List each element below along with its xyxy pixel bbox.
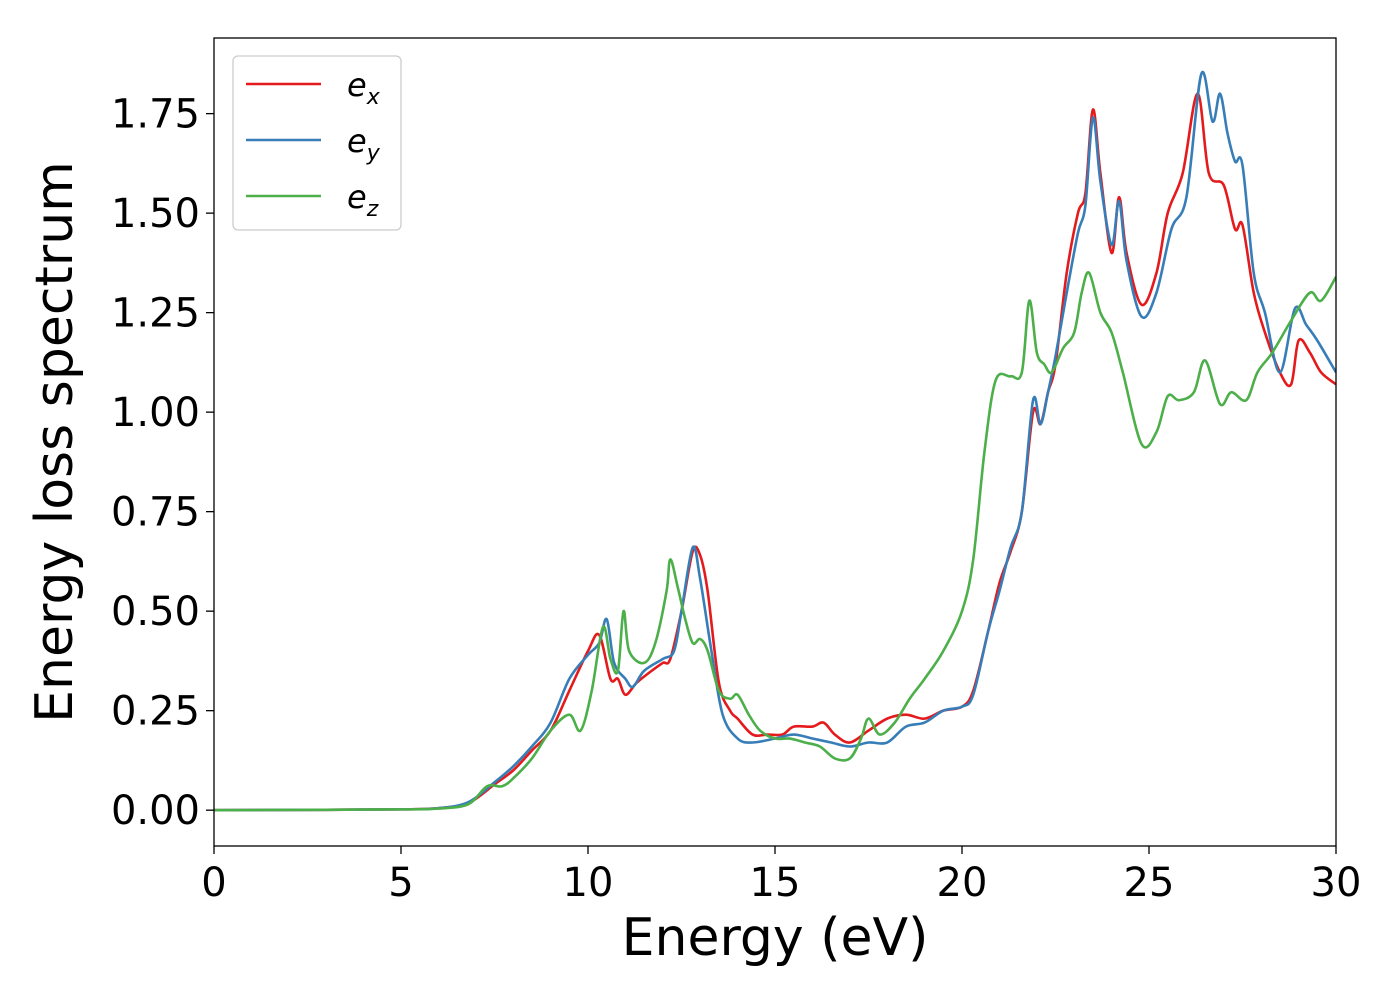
legend-label: ex [347,66,381,110]
x-tick-label: 15 [750,860,801,906]
x-tick-label: 25 [1124,860,1175,906]
x-tick-label: 5 [388,860,413,906]
x-axis: 0 5 10 15 20 25 30 [201,846,1361,906]
legend-label: ez [347,178,379,222]
x-tick-label: 0 [201,860,226,906]
series-line-x [214,92,1336,812]
y-tick-label: 1.00 [111,390,200,436]
y-tick-label: 1.25 [111,291,200,337]
y-axis-title: Energy loss spectrum [25,161,85,723]
legend-label: ey [347,122,381,166]
y-tick-label: 0.25 [111,689,200,735]
y-tick-label: 0.50 [111,589,200,635]
x-tick-label: 10 [563,860,614,906]
x-axis-title: Energy (eV) [622,908,929,968]
series-layer [214,70,1336,812]
series-line-y [214,70,1336,812]
legend: ex ey ez [232,55,402,231]
x-tick-label: 20 [937,860,988,906]
x-tick-label: 30 [1311,860,1362,906]
y-tick-label: 0.75 [111,490,200,536]
y-tick-label: 0.00 [111,788,200,834]
series-line-z [214,271,1336,812]
y-tick-label: 1.75 [111,92,200,138]
y-tick-label: 1.50 [111,191,200,237]
legend-box [232,55,402,231]
y-axis: 0.00 0.25 0.50 0.75 1.00 1.25 1.50 1.75 [111,92,214,834]
